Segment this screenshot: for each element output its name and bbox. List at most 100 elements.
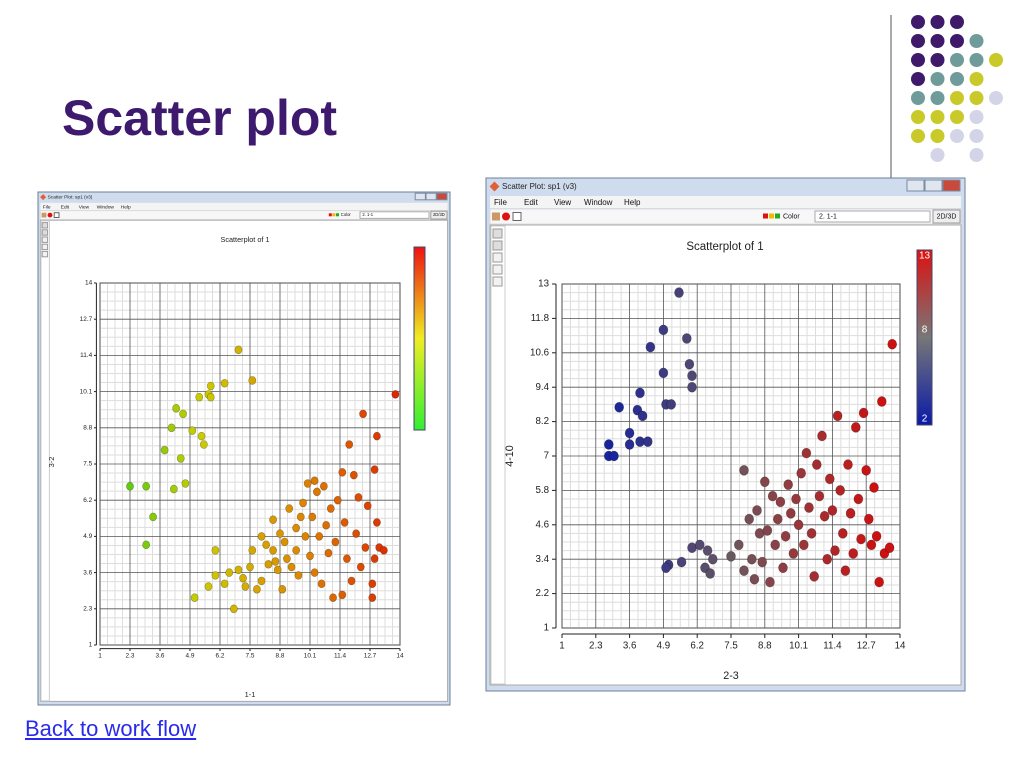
tool[interactable]: [41, 250, 49, 258]
window-button[interactable]: [924, 179, 943, 192]
point: [840, 565, 851, 576]
point: [326, 504, 335, 513]
point: [176, 454, 185, 463]
mode-button[interactable]: [932, 209, 961, 224]
y-tick-label: 4.6: [535, 519, 549, 530]
point: [234, 565, 243, 575]
dot: [969, 34, 984, 48]
tool[interactable]: [41, 236, 49, 243]
point: [338, 590, 347, 600]
tool[interactable]: [41, 243, 49, 251]
dot: [969, 72, 984, 86]
menu-item[interactable]: Edit: [524, 198, 539, 207]
menu-item[interactable]: Help: [624, 198, 641, 207]
window-button[interactable]: [436, 192, 448, 201]
tool-icon[interactable]: [41, 212, 47, 218]
y-tick-label: 7.5: [83, 461, 92, 468]
point: [762, 525, 773, 536]
point: [190, 593, 199, 602]
dot: [930, 72, 945, 86]
x-tick-label: 12.7: [364, 653, 377, 660]
point: [225, 568, 234, 577]
scatter-window: Scatter Plot: sp1 (v3) File Edit View Window…: [485, 177, 966, 692]
tool-icon[interactable]: [47, 212, 53, 218]
tool[interactable]: [492, 228, 503, 239]
point: [276, 529, 284, 538]
point: [806, 528, 817, 539]
x-tick-label: 7.5: [246, 653, 255, 660]
tool[interactable]: [41, 229, 49, 236]
point: [220, 378, 229, 388]
y-tick-label: 3.6: [83, 569, 92, 576]
point: [780, 530, 791, 542]
color-swatch: [763, 213, 768, 219]
color-label: Color: [783, 213, 800, 220]
point: [801, 447, 812, 459]
window-button[interactable]: [414, 192, 426, 201]
point: [681, 333, 692, 344]
point: [349, 470, 358, 480]
x-tick-label: 3.6: [623, 641, 637, 652]
y-tick-label: 14: [85, 280, 93, 287]
point: [785, 508, 796, 519]
x-tick-label: 10.1: [304, 653, 317, 660]
selection-value: 2. 1-1: [819, 213, 837, 220]
tool-icon[interactable]: [492, 212, 500, 221]
dot: [950, 91, 964, 105]
tool-icon[interactable]: [512, 212, 522, 221]
title-icon: [489, 181, 500, 192]
selection-box[interactable]: [359, 211, 430, 219]
point: [770, 539, 781, 551]
tool-icon[interactable]: [502, 212, 510, 221]
point: [257, 576, 266, 586]
point: [707, 553, 718, 565]
tool[interactable]: [492, 276, 503, 287]
dot: [911, 15, 925, 29]
point: [195, 392, 204, 402]
mode-button[interactable]: [430, 210, 448, 220]
menu-item[interactable]: Edit: [61, 204, 70, 210]
tool[interactable]: [492, 264, 503, 275]
point: [658, 324, 669, 336]
menu-item[interactable]: File: [494, 198, 507, 207]
point: [269, 546, 277, 555]
menu-item[interactable]: View: [79, 204, 90, 210]
point: [772, 513, 783, 525]
point: [658, 367, 669, 379]
window-button[interactable]: [942, 179, 961, 192]
menu-bar: [40, 202, 448, 210]
tool[interactable]: [41, 222, 49, 229]
menu-item[interactable]: Window: [584, 198, 613, 207]
tool[interactable]: [492, 252, 503, 263]
selection-box[interactable]: [814, 210, 931, 223]
menu-item[interactable]: File: [43, 204, 51, 210]
window-button[interactable]: [425, 192, 437, 201]
point: [188, 426, 197, 435]
dot: [911, 34, 925, 48]
point: [363, 501, 372, 511]
y-tick-label: 6.2: [83, 497, 92, 504]
menu-item[interactable]: Window: [97, 204, 115, 210]
color-swatch: [332, 213, 336, 217]
point: [775, 496, 786, 508]
tool-icon[interactable]: [53, 212, 60, 218]
back-link[interactable]: Back to work flow: [25, 716, 197, 741]
y-tick-label: 13: [538, 279, 549, 290]
point: [294, 571, 303, 580]
menu-item[interactable]: View: [554, 198, 571, 207]
x-tick-label: 1: [559, 641, 564, 652]
point: [319, 481, 328, 491]
menu-item[interactable]: Help: [121, 204, 131, 210]
x-tick-label: 1: [98, 653, 102, 660]
y-tick-label: 8.2: [535, 416, 549, 427]
tool[interactable]: [492, 240, 503, 251]
point: [687, 370, 697, 382]
point: [642, 436, 653, 447]
window-button[interactable]: [906, 179, 925, 192]
point: [391, 390, 400, 399]
selection-value: 2. 1-1: [362, 212, 373, 217]
point: [285, 504, 294, 513]
point: [749, 573, 760, 585]
point: [340, 518, 349, 527]
x-tick-label: 4.9: [657, 641, 671, 652]
